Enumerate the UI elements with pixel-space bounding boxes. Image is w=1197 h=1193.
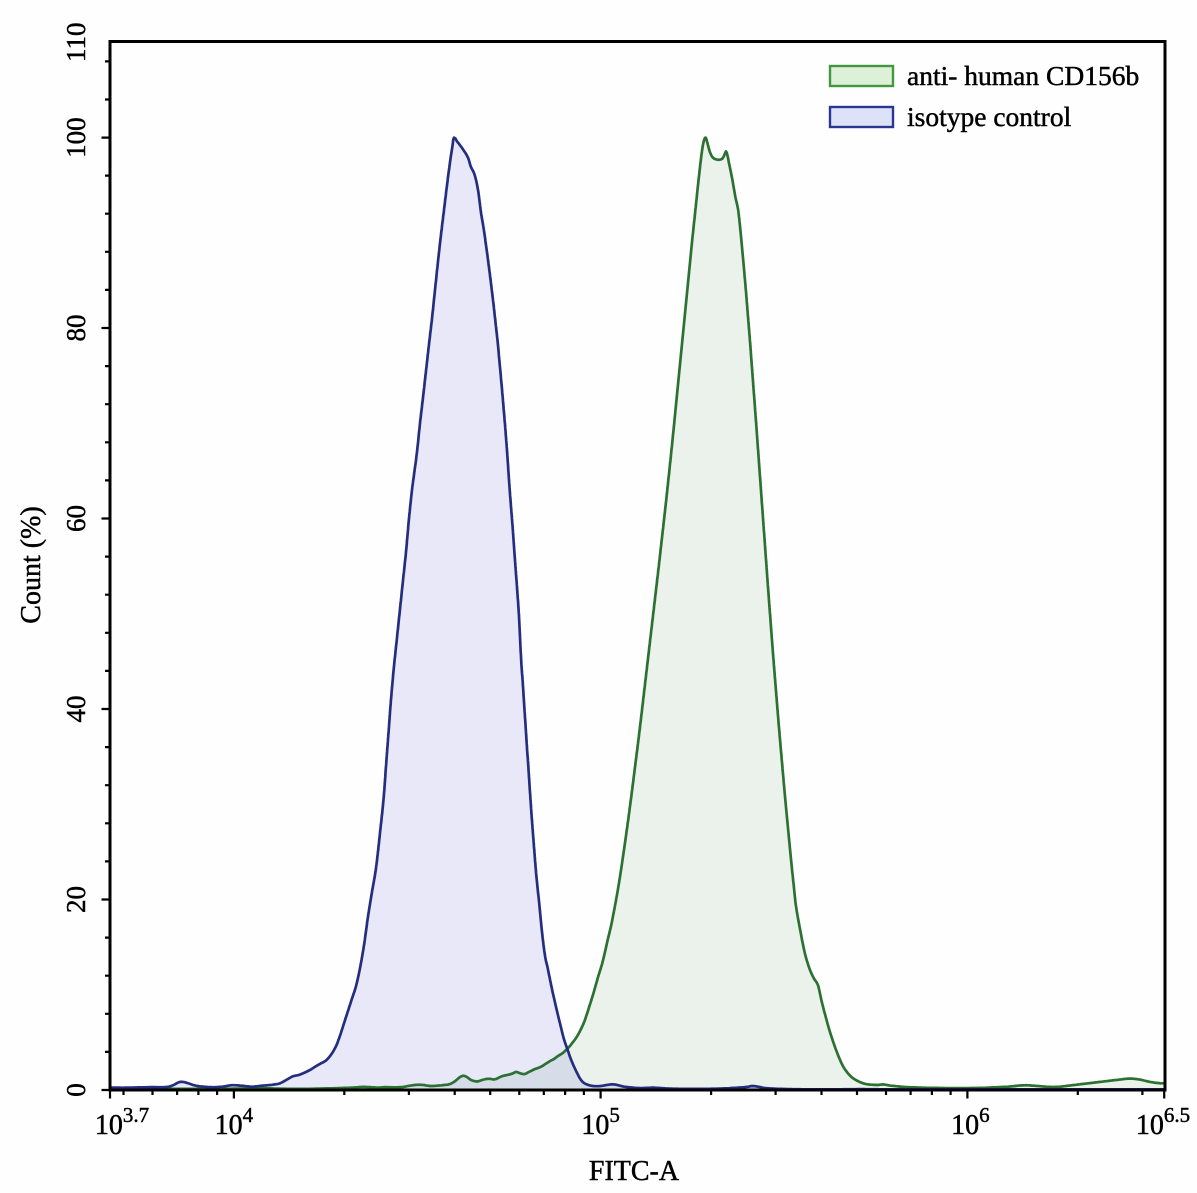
svg-text:0: 0: [61, 1083, 91, 1097]
svg-text:80: 80: [61, 315, 91, 342]
svg-text:20: 20: [61, 886, 91, 913]
svg-text:isotype control: isotype control: [907, 101, 1072, 132]
svg-text:104: 104: [215, 1103, 254, 1141]
svg-text:Count (%): Count (%): [16, 506, 47, 623]
svg-text:110: 110: [61, 23, 91, 63]
svg-text:100: 100: [61, 117, 91, 158]
svg-text:40: 40: [61, 696, 91, 723]
svg-text:anti- human CD156b: anti- human CD156b: [907, 60, 1139, 91]
svg-text:FITC-A: FITC-A: [589, 1156, 680, 1187]
svg-text:60: 60: [61, 505, 91, 532]
